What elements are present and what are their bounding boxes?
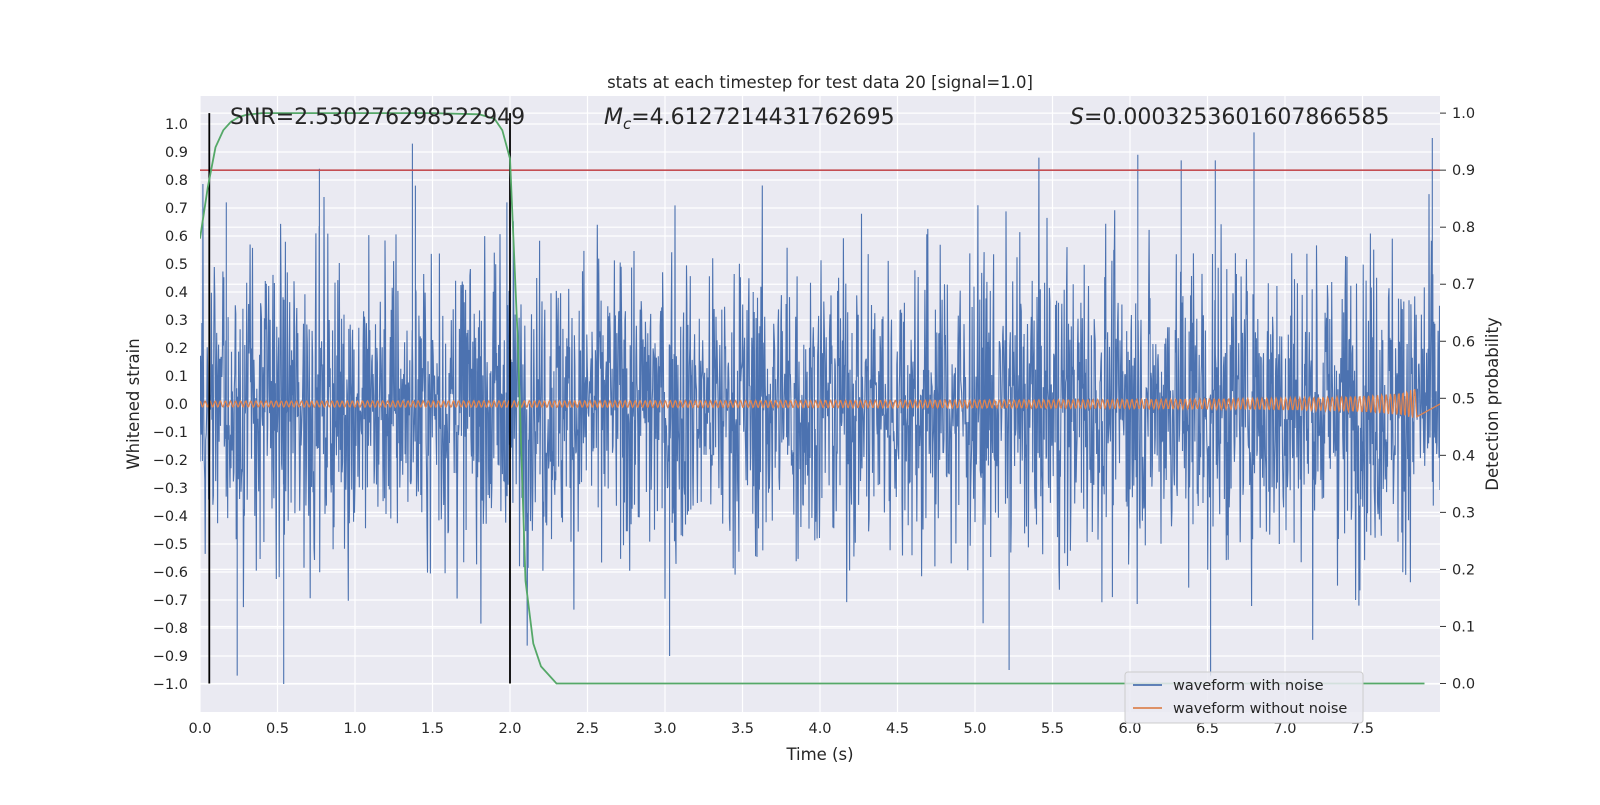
y-tick-label: 0.6	[165, 229, 188, 245]
x-tick-label: 6.0	[1118, 721, 1141, 737]
right-y-tick-label: 0.0	[1452, 676, 1475, 692]
x-tick-label: 6.5	[1196, 721, 1219, 737]
y-tick-label: −0.6	[153, 565, 188, 581]
y-tick-label: 0.3	[165, 313, 188, 329]
y-tick-label: 0.9	[165, 145, 188, 161]
x-tick-label: 5.0	[963, 721, 986, 737]
y-tick-label: 0.0	[165, 397, 188, 413]
right-y-axis-ticks: 1.0 0.9 0.8 0.7 0.6 0.5 0.4 0.3 0.2 0.1 0.0	[1440, 106, 1475, 692]
chirp-mass-value: =4.6127214431762695	[631, 105, 894, 130]
s-annotation: S=0.0003253601607866585	[1070, 105, 1389, 130]
y-tick-label: 0.7	[165, 201, 188, 217]
right-y-tick-label: 0.7	[1452, 277, 1475, 293]
y-tick-label: −0.1	[153, 425, 188, 441]
markers	[200, 113, 1440, 684]
x-tick-label: 0.5	[266, 721, 289, 737]
x-tick-label: 2.0	[498, 721, 521, 737]
x-tick-label: 5.5	[1041, 721, 1064, 737]
right-y-tick-label: 0.4	[1452, 448, 1475, 464]
waveform-without-noise-line	[200, 388, 1440, 418]
chirp-mass-subscript: c	[623, 115, 632, 133]
legend-label-clean: waveform without noise	[1173, 701, 1347, 717]
chart-title: stats at each timestep for test data 20 …	[607, 73, 1033, 92]
x-axis-label: Time (s)	[785, 745, 853, 764]
right-y-tick-label: 0.3	[1452, 505, 1475, 521]
x-tick-label: 7.5	[1351, 721, 1374, 737]
y-tick-label: 0.8	[165, 173, 188, 189]
y-tick-label: −1.0	[153, 677, 188, 693]
y-tick-label: −0.5	[153, 537, 188, 553]
x-tick-label: 0.0	[188, 721, 211, 737]
detection-probability-series	[200, 112, 1425, 685]
right-y-tick-label: 1.0	[1452, 106, 1475, 122]
chirp-mass-annotation: Mc=4.6127214431762695	[604, 105, 895, 133]
right-y-tick-label: 0.8	[1452, 220, 1475, 236]
legend: waveform with noise waveform without noi…	[1124, 671, 1364, 724]
x-tick-label: 7.0	[1273, 721, 1296, 737]
chirp-mass-symbol: M	[604, 105, 623, 130]
right-y-tick-label: 0.2	[1452, 562, 1475, 578]
y-axis-label: Whitened strain	[124, 338, 143, 469]
x-tick-label: 3.0	[653, 721, 676, 737]
x-tick-label: 3.5	[731, 721, 754, 737]
waveform-with-noise-line	[200, 132, 1440, 684]
y-tick-label: 0.5	[165, 257, 188, 273]
legend-box	[1124, 671, 1364, 724]
y-tick-label: −0.9	[153, 649, 188, 665]
y-tick-label: −0.3	[153, 481, 188, 497]
x-tick-label: 4.5	[886, 721, 909, 737]
detection-probability-line	[200, 112, 1425, 685]
right-y-tick-label: 0.1	[1452, 619, 1475, 635]
y-tick-label: 0.2	[165, 341, 188, 357]
right-y-tick-label: 0.5	[1452, 391, 1475, 407]
x-tick-label: 4.0	[808, 721, 831, 737]
waveform-without-noise-series	[200, 388, 1440, 418]
y-tick-label: 0.1	[165, 369, 188, 385]
y-tick-label: −0.7	[153, 593, 188, 609]
y-tick-label: 1.0	[165, 117, 188, 133]
y-axis-ticks: 1.0 0.9 0.8 0.7 0.6 0.5 0.4 0.3 0.2 0.1 0.0 −0.1 −0.…	[153, 117, 188, 693]
x-tick-label: 1.5	[421, 721, 444, 737]
legend-label-noise: waveform with noise	[1173, 678, 1324, 694]
x-tick-label: 2.5	[576, 721, 599, 737]
waveform-with-noise-series	[200, 132, 1440, 684]
y-tick-label: −0.8	[153, 621, 188, 637]
y-tick-label: 0.4	[165, 285, 188, 301]
right-y-tick-label: 0.9	[1452, 163, 1475, 179]
right-y-axis-label: Detection probability	[1483, 317, 1502, 491]
x-tick-label: 1.0	[343, 721, 366, 737]
s-symbol: S	[1070, 105, 1084, 130]
y-tick-label: −0.4	[153, 509, 188, 525]
right-y-tick-label: 0.6	[1452, 334, 1475, 350]
x-axis-ticks: 0.0 0.5 1.0 1.5 2.0 2.5 3.0 3.5 4.0 4.5 5.0 5.5 6.0 6…	[188, 721, 1374, 737]
y-tick-label: −0.2	[153, 453, 188, 469]
snr-annotation: SNR=2.530276298522949	[230, 105, 525, 130]
s-value: =0.0003253601607866585	[1084, 105, 1389, 130]
